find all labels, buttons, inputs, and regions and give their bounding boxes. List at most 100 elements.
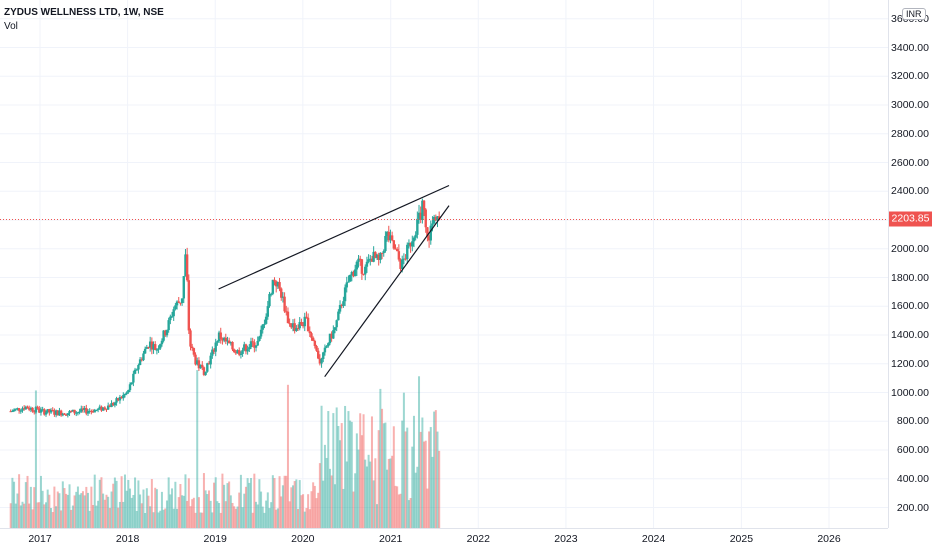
candle-body [239,353,243,355]
volume-bar [78,494,81,528]
candle-body [128,384,132,391]
candle-body [95,409,98,411]
volume-bar [421,417,424,528]
volume-bar [345,461,348,528]
candle-body [231,342,234,350]
price-axis[interactable]: 200.00 400.00 600.00 800.00 1000.00 1200.00 14… [888,0,932,528]
grid [0,0,888,528]
candle-body [384,235,387,252]
candle-body [174,305,177,310]
candle-body [33,411,36,413]
chart-area[interactable]: ZYDUS WELLNESS LTD, 1W, NSE Vol [0,0,888,528]
candle-body [404,258,407,260]
volume-bar [88,510,91,528]
volume-bar [251,512,254,528]
candle-body [372,251,375,262]
volume-bar [196,370,199,528]
volume-bar [171,488,174,528]
volume-bar [182,495,185,528]
volume-bar [256,504,259,528]
volume-bar [81,491,84,528]
candle-body [54,410,58,415]
volume-bar [204,490,207,528]
candle-body [85,408,88,414]
volume-bar [199,512,202,528]
volume-bar [66,494,69,528]
volume-bar [14,503,17,528]
volume-bar [327,411,330,528]
volume-bar [83,495,86,528]
candle-body [382,251,385,254]
candle-body [323,347,327,353]
volume-bar [335,407,338,528]
volume-bar [359,413,362,528]
volume-bar [325,457,328,528]
candle-body [348,274,352,282]
candle-body [51,410,54,412]
volume-bar [369,461,372,528]
trendline-lower[interactable] [324,205,450,378]
volume-bar [23,503,26,528]
volume-bar [260,491,263,528]
currency-badge[interactable]: INR [902,8,926,20]
y-tick-label: 2000.00 [891,242,929,255]
volume-bar [65,493,68,528]
candle-body [335,320,338,328]
candle-body [375,254,379,258]
candle-body [86,411,90,414]
candle-body [43,409,46,415]
candle-body [300,321,303,325]
candle-body [357,258,360,262]
candle-body [261,324,264,330]
trendlines[interactable] [218,184,450,378]
volume-bar [236,506,239,528]
volume-bar [218,503,221,528]
candle-body [246,349,249,352]
candle-body [160,340,164,345]
candle-body [39,409,43,413]
volume-bar [76,486,79,528]
candle-body [320,358,323,364]
candle-body [112,403,115,406]
volume-bar [412,415,415,528]
price-chart[interactable] [0,0,888,528]
candle-body [103,407,107,409]
candle-body [81,408,85,410]
candle-body [167,320,170,331]
volume-bar [399,493,402,528]
volume-bar [93,474,96,528]
volume-bar [107,496,110,528]
trendline-upper[interactable] [218,184,450,290]
volume-bar [100,477,103,528]
candle-body [395,249,399,252]
candle-body [293,323,296,331]
volume-bar [337,426,340,528]
candle-body [310,333,313,338]
volume-bar [134,477,137,528]
candle-body [427,236,431,241]
volume-bar [165,500,168,528]
volume-bar [38,502,41,528]
volume-bar [328,468,331,528]
volume-bar [273,478,276,528]
volume-bar [397,494,400,528]
volume-bar [330,475,333,528]
candle-body [377,254,380,260]
volume-bar [271,475,274,528]
volume-bar [140,503,143,528]
candle-body [394,248,397,250]
candle-body [219,332,222,339]
candle-body [78,411,81,413]
volume-bar [209,500,212,528]
candle-body [337,311,340,321]
time-axis[interactable]: 2017 2018 2019 2020 2021 2022 2023 2024 2025 2026 [0,528,888,551]
candle-body [345,282,348,288]
candle-body [93,409,96,413]
volume-bar [206,494,209,528]
volume-bar [181,495,184,528]
candle-body [71,409,75,412]
volume-bar [201,512,204,528]
candle-body [214,342,217,352]
volume-bar [194,512,197,528]
y-tick-label: 200.00 [896,501,929,514]
